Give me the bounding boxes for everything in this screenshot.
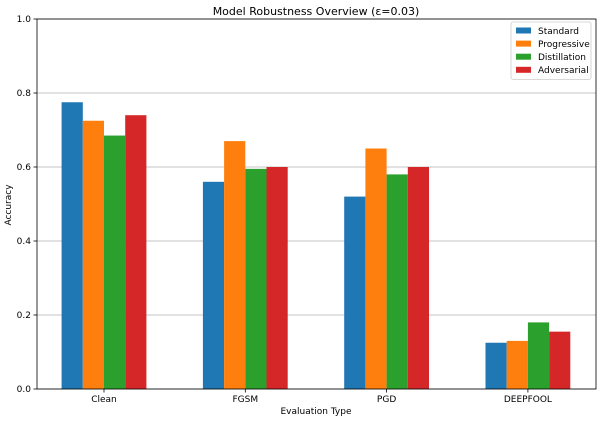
bar-progressive-deepfool <box>506 340 528 389</box>
x-tick-label: Clean <box>91 395 117 405</box>
bar-standard-deepfool <box>485 342 507 389</box>
bar-adversarial-fgsm <box>266 167 288 389</box>
chart-title: Model Robustness Overview (ε=0.03) <box>213 5 420 18</box>
x-axis-label: Evaluation Type <box>280 407 351 417</box>
bar-standard-pgd <box>344 196 366 389</box>
legend-label-progressive: Progressive <box>538 40 590 50</box>
y-tick-label: 0.4 <box>17 237 32 247</box>
x-tick-label: PGD <box>377 395 396 405</box>
legend: Standard Progressive Distillation Adversari… <box>510 21 592 80</box>
bar-adversarial-clean <box>125 115 147 389</box>
y-tick-label: 0.0 <box>17 385 32 395</box>
legend-swatch-adversarial <box>516 66 531 73</box>
bar-progressive-fgsm <box>224 141 246 389</box>
bar-adversarial-pgd <box>407 167 429 389</box>
plot-frame <box>36 18 597 390</box>
bar-standard-clean <box>61 102 83 389</box>
bar-adversarial-deepfool <box>549 331 571 389</box>
bar-distillation-pgd <box>386 174 408 389</box>
legend-label-standard: Standard <box>538 27 579 37</box>
y-tick-label: 0.6 <box>17 163 32 173</box>
legend-swatch-progressive <box>516 40 531 47</box>
y-tick-label: 0.2 <box>17 311 31 321</box>
bar-distillation-fgsm <box>245 168 267 389</box>
bar-distillation-clean <box>104 135 126 389</box>
bar-standard-fgsm <box>202 181 225 389</box>
legend-swatch-standard <box>516 27 531 34</box>
legend-label-adversarial: Adversarial <box>538 66 589 76</box>
legend-box <box>510 21 592 80</box>
bars <box>61 102 571 389</box>
y-tick-label: 0.8 <box>17 89 32 99</box>
bar-progressive-clean <box>82 120 104 389</box>
bar-progressive-pgd <box>365 148 387 389</box>
bar-distillation-deepfool <box>527 322 550 389</box>
legend-label-distillation: Distillation <box>538 53 586 63</box>
x-tick-label: FGSM <box>232 395 258 405</box>
y-tick-label: 1.0 <box>17 15 32 25</box>
x-tick-label: DEEPFOOL <box>504 395 552 405</box>
y-axis-label: Accuracy <box>4 184 14 226</box>
x-axis-ticks: Clean FGSM PGD DEEPFOOL <box>91 389 552 405</box>
legend-swatch-distillation <box>516 53 531 60</box>
y-axis-ticks: 0.0 0.2 0.4 0.6 0.8 1.0 <box>17 15 37 395</box>
